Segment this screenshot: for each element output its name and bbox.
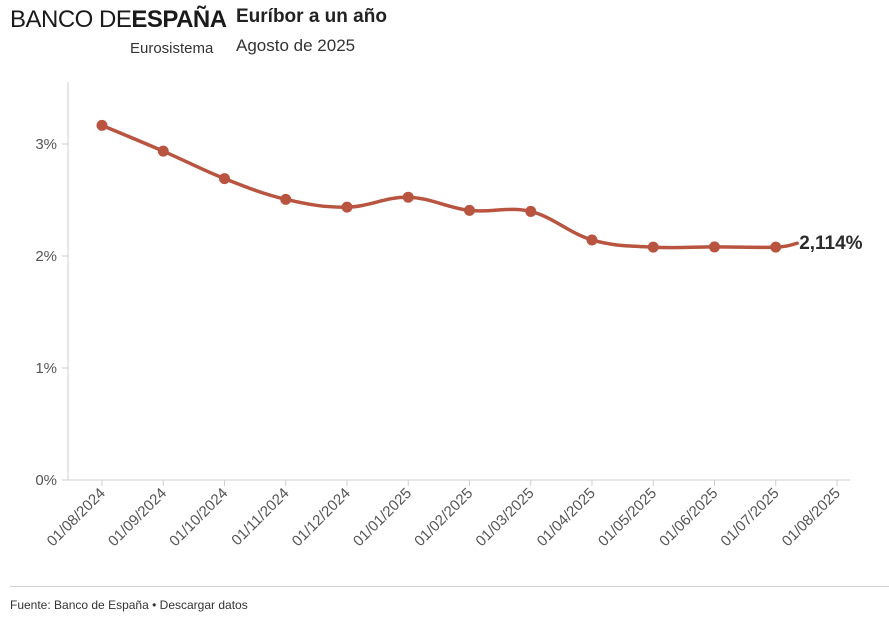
x-tick-label: 01/09/2024 — [105, 485, 170, 550]
x-tick-label: 01/12/2024 — [289, 485, 354, 550]
data-point — [219, 173, 230, 185]
series-line-euribor — [100, 123, 799, 250]
logo-bold-text: ESPAÑA — [131, 6, 227, 33]
chart-header: BANCO DEESPAÑA Eurosistema Euríbor a un … — [10, 2, 870, 62]
data-point — [709, 241, 720, 253]
x-tick-label: 01/11/2024 — [228, 485, 292, 549]
x-tick-label: 01/04/2025 — [534, 485, 599, 550]
data-point — [586, 234, 598, 246]
logo-subtitle: Eurosistema — [130, 40, 214, 57]
data-point — [280, 193, 292, 205]
data-point — [770, 241, 782, 253]
x-tick-label: 01/08/2024 — [44, 485, 109, 550]
data-point — [402, 191, 414, 203]
download-data-link[interactable]: Descargar datos — [159, 598, 248, 612]
line-chart: 0%1%2%3%01/08/202401/09/202401/10/202401… — [35, 82, 863, 550]
x-tick-label: 01/08/2025 — [779, 485, 844, 550]
y-tick-label: 3% — [35, 136, 57, 153]
y-tick-label: 1% — [35, 360, 57, 377]
chart-subtitle: Agosto de 2025 — [236, 36, 356, 55]
end-value-label: 2,114% — [799, 233, 862, 254]
logo-light-text: BANCO DE — [10, 6, 132, 33]
data-point — [464, 204, 475, 216]
chart-title: Euríbor a un año — [236, 6, 387, 27]
data-point — [96, 119, 108, 131]
source-text: Fuente: Banco de España — [10, 598, 149, 612]
y-tick-label: 0% — [35, 472, 57, 489]
data-point — [647, 241, 659, 253]
data-point — [525, 205, 537, 217]
x-tick-label: 01/01/2025 — [350, 485, 415, 550]
x-tick-label: 01/05/2025 — [595, 485, 660, 550]
chart-footer: Fuente: Banco de España • Descargar dato… — [10, 598, 248, 612]
footer-divider — [10, 586, 889, 587]
x-tick-label: 01/06/2025 — [656, 485, 721, 550]
x-tick-label: 01/07/2025 — [717, 485, 782, 550]
data-point — [341, 201, 353, 213]
y-tick-label: 2% — [35, 248, 57, 265]
footer-separator: • — [148, 598, 160, 612]
banco-de-espana-logo: BANCO DEESPAÑA — [10, 6, 227, 34]
x-tick-label: 01/10/2024 — [166, 485, 231, 550]
x-tick-label: 01/02/2025 — [411, 485, 476, 550]
x-tick-label: 01/03/2025 — [472, 485, 537, 550]
data-point — [157, 145, 169, 157]
